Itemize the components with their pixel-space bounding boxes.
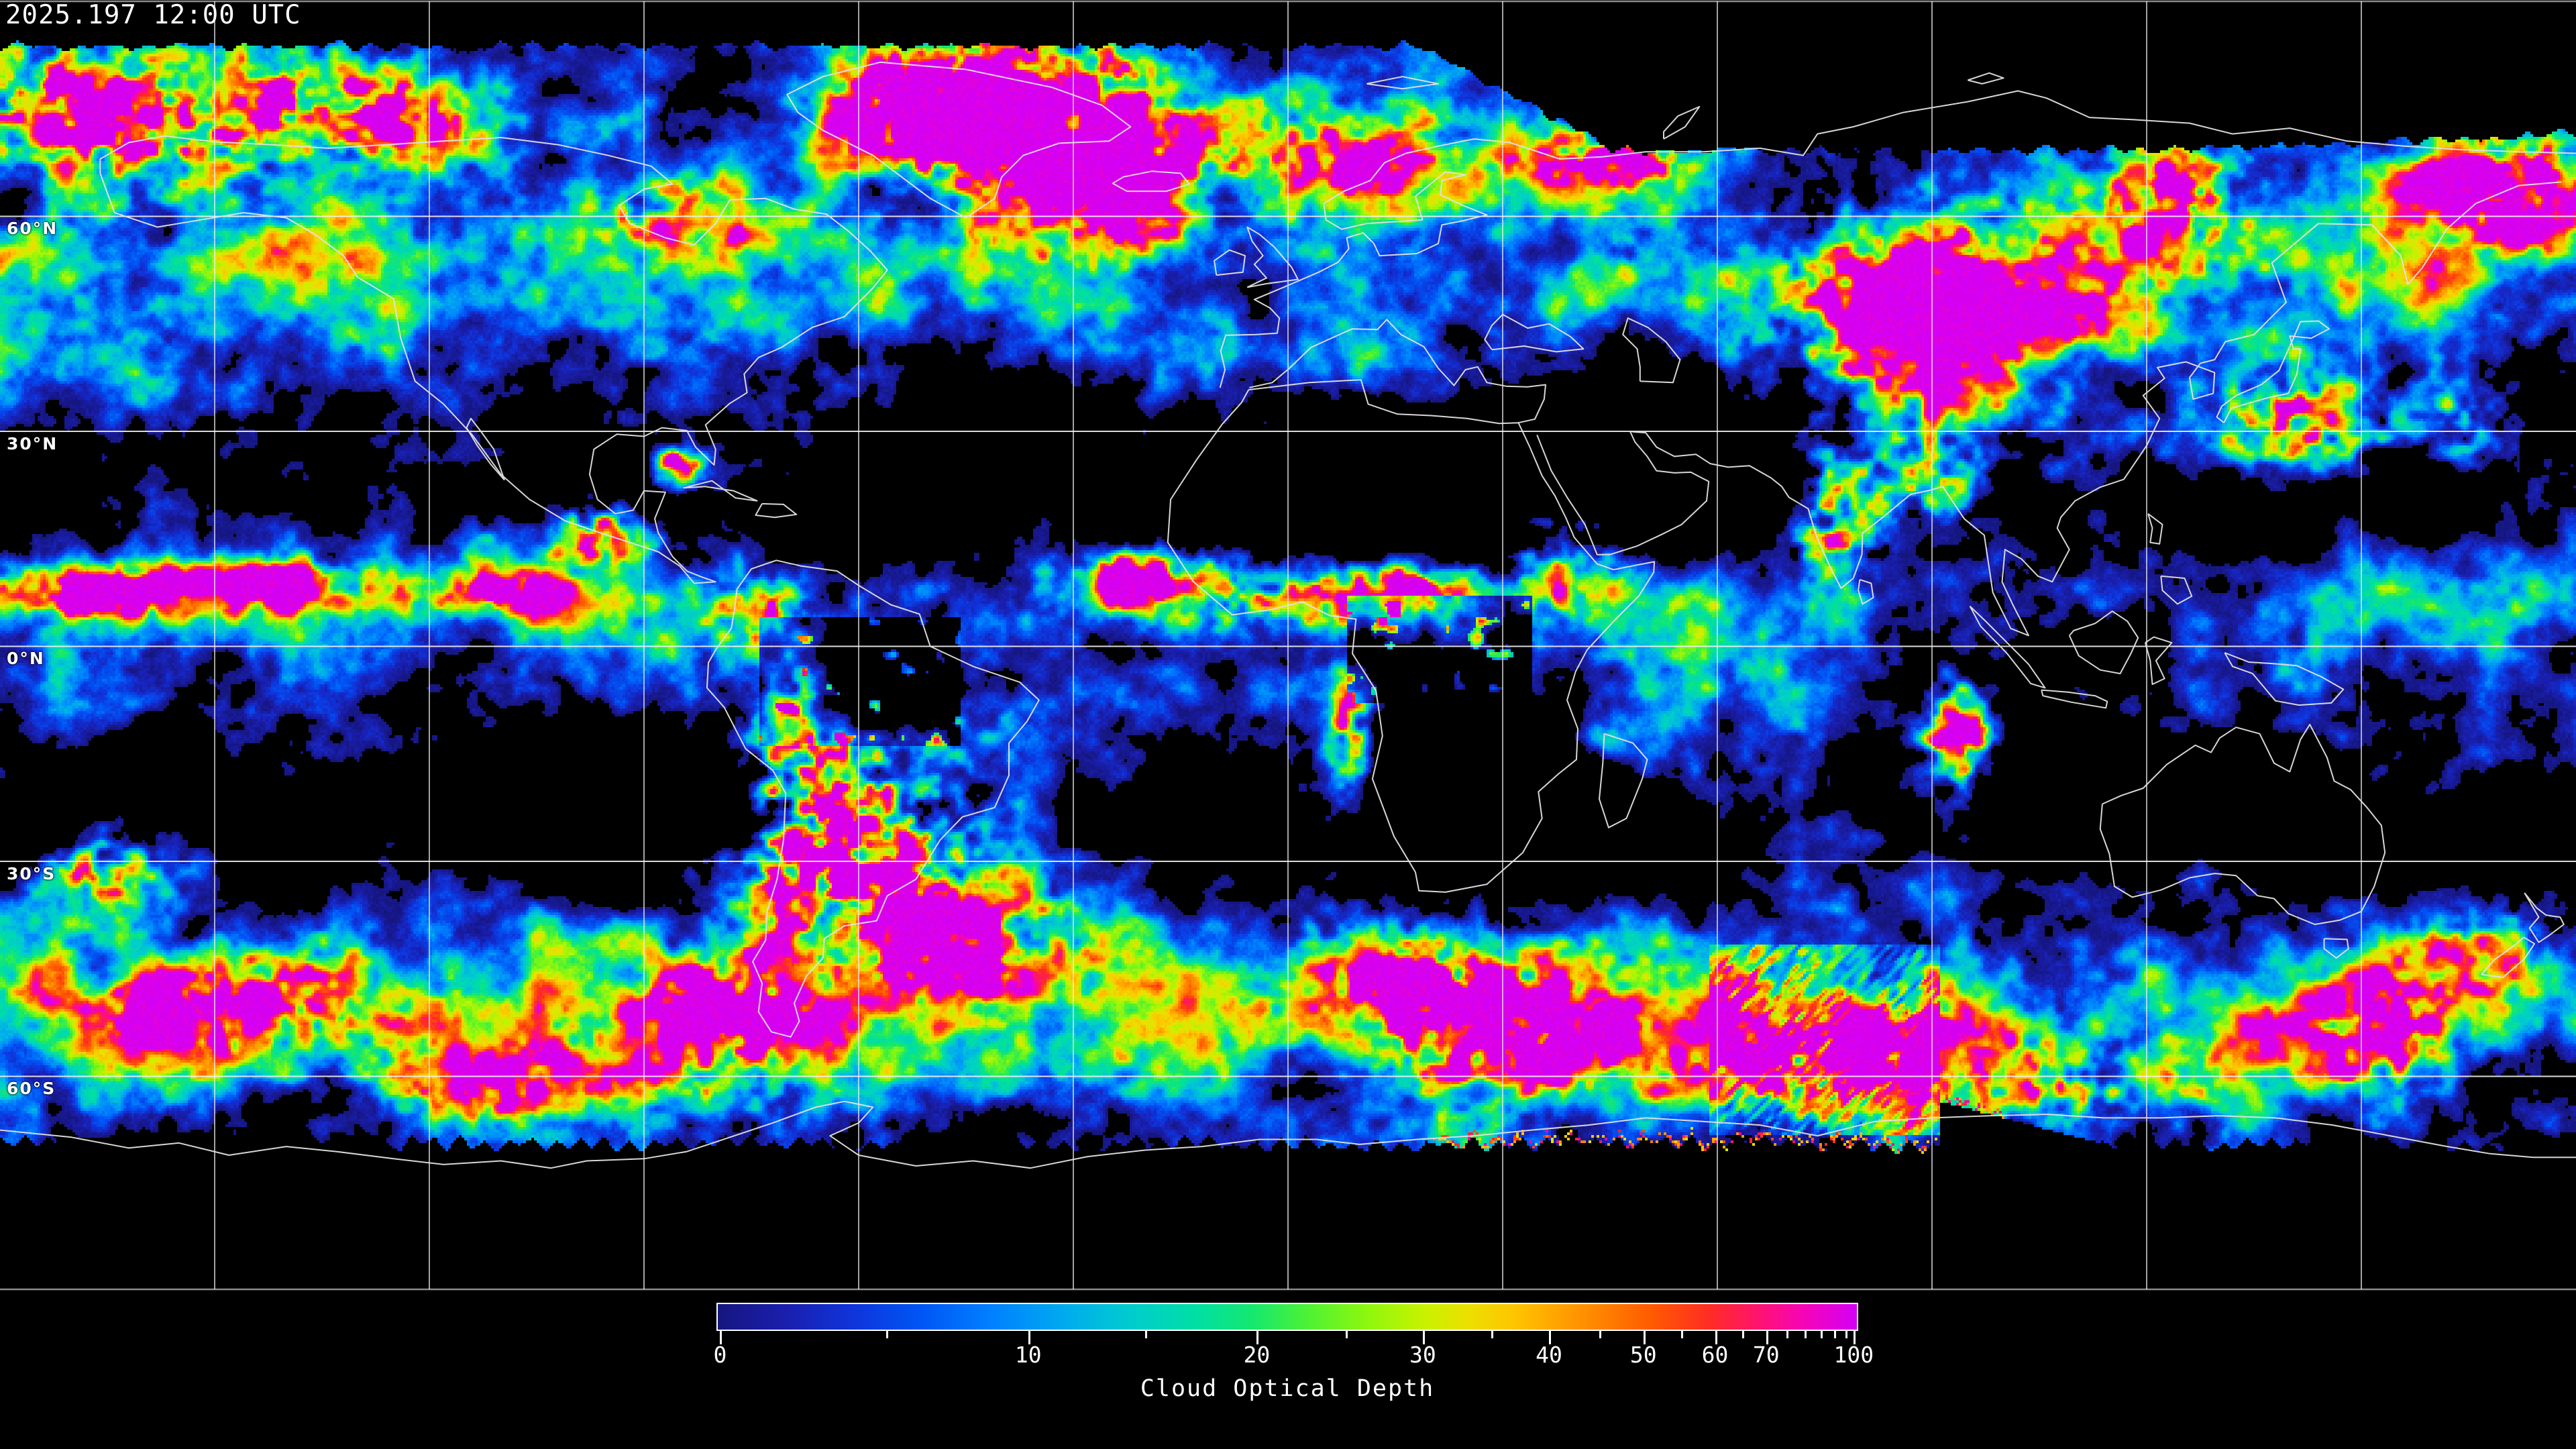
coastline-path (1246, 226, 1299, 288)
coastline-path (1967, 72, 2004, 85)
colorbar-minor-tick (1681, 1331, 1683, 1338)
colorbar-tick-label: 30 (1409, 1342, 1436, 1368)
coastline-path (1622, 317, 1681, 384)
coastline-path (683, 480, 758, 502)
colorbar-major-tick (1028, 1331, 1030, 1344)
coastline-path (1484, 313, 1585, 353)
colorbar-tick-label: 10 (1014, 1342, 1042, 1368)
colorbar-major-tick (1423, 1331, 1425, 1344)
coastline-path (706, 559, 1040, 1038)
colorbar-major-tick (720, 1331, 722, 1344)
coastline-path (1629, 181, 2562, 637)
coastline-path (1536, 431, 1710, 555)
colorbar-major-tick (1854, 1331, 1856, 1344)
colorbar-tick-label: 100 (1833, 1342, 1874, 1368)
latitude-label-30s: 30°S (7, 864, 56, 883)
coastline-path (2147, 513, 2163, 545)
colorbar-minor-tick (1786, 1331, 1788, 1338)
coastline-path (755, 502, 798, 519)
latitude-label-0n: 0°N (7, 649, 45, 668)
colorbar-minor-tick (1805, 1331, 1807, 1338)
coastline-path (2481, 936, 2536, 978)
latitude-label-60s: 60°S (7, 1079, 56, 1098)
coastline-path (2160, 575, 2193, 605)
colorbar-major-tick (1715, 1331, 1717, 1344)
coastline-path (1858, 579, 1874, 605)
coastline-path (1509, 90, 2576, 160)
coastline-path (2144, 636, 2173, 686)
latitude-label-60n: 60°N (7, 219, 58, 238)
coastline-path (2323, 938, 2349, 959)
coastline-path (1663, 106, 1701, 140)
latitude-label-30n: 30°N (7, 434, 58, 453)
colorbar-major-tick (1256, 1331, 1258, 1344)
colorbar-minor-tick (1821, 1331, 1823, 1338)
colorbar-tick-label: 60 (1701, 1342, 1729, 1368)
colorbar-tick-label: 0 (713, 1342, 727, 1368)
colorbar-minor-tick (1346, 1331, 1348, 1338)
timestamp: 2025.197 12:00 UTC (5, 0, 301, 30)
coastline-path (2041, 689, 2108, 709)
coastline-path (1249, 319, 1546, 424)
coastline-path (2524, 892, 2565, 943)
colorbar-minor-tick (886, 1331, 888, 1338)
colorbar-gradient (716, 1303, 1858, 1331)
coastline-path (2216, 320, 2330, 423)
coastline-path (1167, 379, 1656, 893)
coastline-path (1112, 170, 1190, 193)
coastline-path (1366, 76, 1439, 90)
colorbar-tick-label: 70 (1752, 1342, 1780, 1368)
colorbar-minor-tick (1845, 1331, 1847, 1338)
colorbar-tick-label: 40 (1536, 1342, 1562, 1368)
colorbar-minor-tick (1599, 1331, 1601, 1338)
colorbar-tick-label: 50 (1629, 1342, 1657, 1368)
coastline-path (0, 1100, 2576, 1169)
colorbar-minor-tick (1834, 1331, 1836, 1338)
coastline-path (1969, 605, 2046, 689)
colorbar-minor-tick (1742, 1331, 1744, 1338)
colorbar-minor-tick (1491, 1331, 1493, 1338)
coastline-path (1214, 249, 1246, 276)
colorbar-title: Cloud Optical Depth (1140, 1375, 1435, 1402)
coastline-path (466, 417, 505, 481)
colorbar-major-tick (1644, 1331, 1646, 1344)
coastline-path (2099, 723, 2386, 925)
coastline-path (786, 61, 1132, 219)
colorbar-ticks (718, 1331, 1857, 1347)
coastline-path (1219, 138, 1510, 388)
colorbar-minor-tick (1145, 1331, 1147, 1338)
coastline-path (1599, 733, 1648, 828)
coastline-path (2224, 652, 2345, 706)
colorbar-major-tick (1766, 1331, 1768, 1344)
colorbar-major-tick (1549, 1331, 1551, 1344)
coastline-path (2068, 610, 2139, 675)
colorbar-tick-label: 20 (1243, 1342, 1271, 1368)
